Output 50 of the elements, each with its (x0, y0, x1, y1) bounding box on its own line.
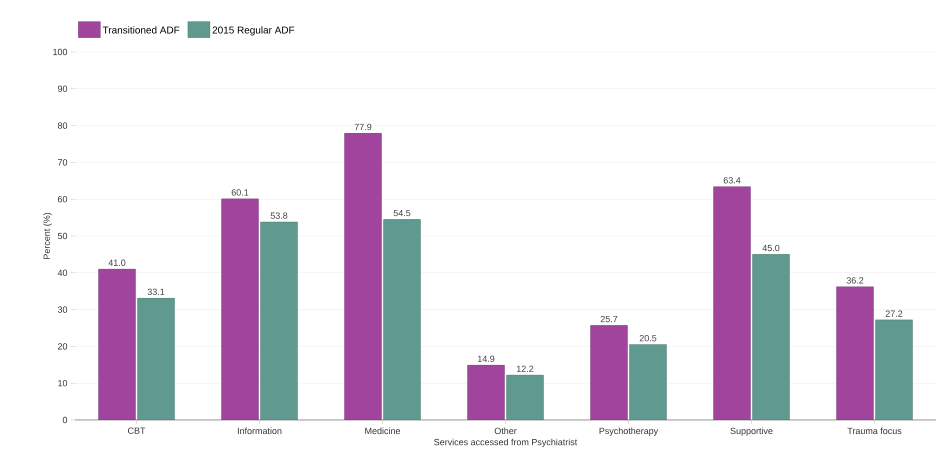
data-label: 33.1 (148, 288, 164, 295)
y-tick-label: 70 (58, 159, 68, 166)
bar (137, 298, 175, 420)
bar (752, 254, 790, 420)
data-label: 60.1 (232, 189, 248, 196)
y-tick-label: 20 (58, 343, 68, 350)
y-tick-label: 90 (58, 86, 68, 92)
bar (467, 364, 505, 420)
x-tick-label: CBT (128, 428, 146, 434)
y-tick-label: 0 (62, 416, 68, 424)
y-tick-label: 10 (58, 380, 68, 386)
x-tick-label: Medicine (365, 428, 400, 434)
data-label: 77.9 (354, 124, 372, 130)
bar (836, 286, 874, 420)
y-tick-label: 40 (58, 270, 68, 276)
bar (713, 186, 751, 420)
data-label: 63.4 (724, 177, 740, 184)
bar (98, 268, 136, 420)
bar (590, 325, 628, 420)
data-label: 53.8 (270, 212, 288, 219)
bar (344, 133, 382, 420)
x-tick-label: Trauma focus (847, 428, 902, 434)
data-label: 12.2 (516, 366, 534, 372)
bar (629, 344, 667, 420)
data-label: 20.5 (640, 334, 656, 342)
legend-label: Transitioned ADF (102, 26, 180, 34)
y-tick-label: 30 (58, 306, 68, 313)
y-tick-label: 60 (58, 196, 68, 202)
y-tick-label: 50 (58, 232, 68, 240)
y-axis-title: Percent (%) (43, 212, 52, 259)
y-tick-label: 80 (58, 122, 68, 129)
data-label: 27.2 (886, 310, 902, 317)
bar (875, 320, 913, 420)
data-label: 14.9 (478, 356, 494, 362)
x-axis-title: Services accessed from Psychiatrist (434, 438, 578, 448)
data-label: 36.2 (846, 277, 864, 284)
bar (383, 219, 421, 420)
data-label: 54.5 (394, 210, 410, 216)
data-label: 25.7 (600, 316, 618, 322)
x-tick-label: Supportive (730, 428, 773, 436)
bar (260, 222, 298, 420)
y-tick-label: 100 (53, 48, 68, 56)
x-tick-label: Other (494, 428, 517, 434)
bar (221, 198, 259, 420)
data-label: 45.0 (762, 244, 780, 252)
data-label: 41.0 (108, 260, 126, 266)
legend-label: 2015 Regular ADF (212, 26, 294, 36)
x-tick-label: Information (238, 428, 282, 434)
x-tick-label: Psychotherapy (600, 428, 658, 436)
bar (506, 374, 544, 420)
